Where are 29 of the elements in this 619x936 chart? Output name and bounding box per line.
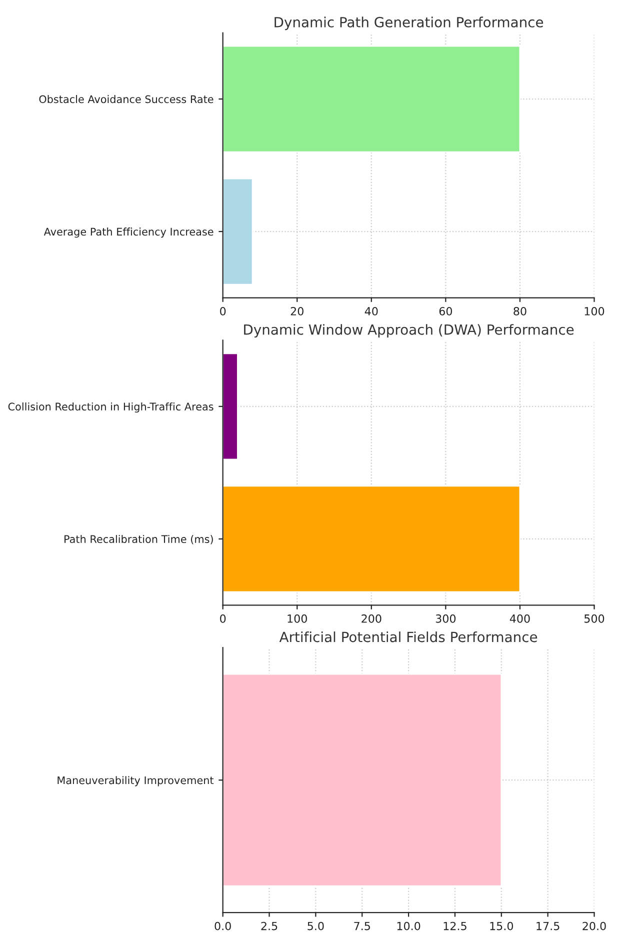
x-tick-label: 100 (288, 614, 307, 623)
x-tick-label: 5.0 (308, 922, 324, 930)
x-tick-label: 7.5 (354, 922, 370, 930)
y-tick-label: Maneuverability Improvement (58, 776, 214, 786)
chart-title: Dynamic Window Approach (DWA) Performance (244, 324, 574, 338)
x-tick-label: 80 (514, 306, 526, 316)
x-tick-label: 40 (364, 306, 378, 316)
x-tick-label: 60 (439, 306, 452, 316)
x-tick-label: 20.0 (582, 922, 606, 930)
x-tick-label: 12.5 (444, 922, 466, 930)
x-tick-label: 10.0 (397, 922, 420, 930)
chart-title: Dynamic Path Generation Performance (274, 16, 544, 30)
x-tick-label: 500 (584, 614, 604, 623)
x-tick-label: 2.5 (261, 922, 278, 930)
y-tick-label: Path Recalibration Time (ms) (64, 534, 213, 544)
x-tick-label: 400 (510, 614, 530, 623)
x-tick-label: 100 (584, 306, 604, 316)
x-tick-label: 20 (290, 306, 304, 316)
chart-title: Artificial Potential Fields Performance (279, 631, 538, 642)
x-tick-label: 15.0 (490, 922, 514, 930)
x-tick-label: 17.5 (536, 922, 560, 930)
x-tick-label: 200 (362, 614, 382, 623)
x-tick-label: 0.0 (214, 922, 231, 930)
x-tick-label: 0 (220, 306, 226, 316)
x-tick-label: 0 (220, 614, 226, 623)
y-tick-label: Collision Reduction in High-Traffic Areas (8, 402, 214, 413)
y-tick-label: Average Path Efficiency Increase (44, 228, 214, 238)
x-tick-label: 300 (436, 614, 456, 623)
y-tick-label: Obstacle Avoidance Success Rate (39, 95, 214, 104)
